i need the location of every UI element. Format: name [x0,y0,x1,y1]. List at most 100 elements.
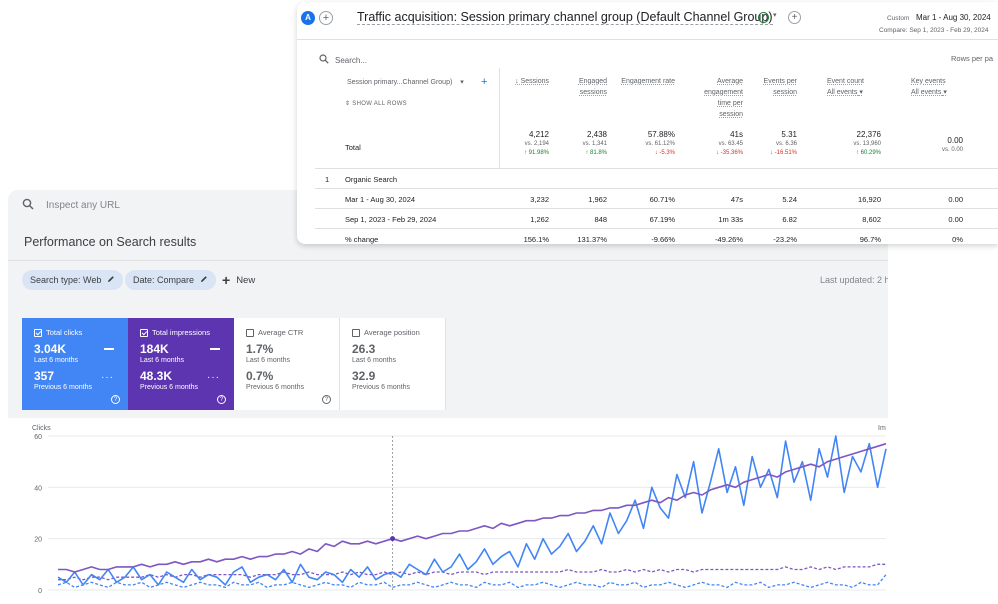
help-icon[interactable]: ? [322,395,331,404]
total-compare-value: vs. 61.12% [645,141,675,147]
events-per-session-column-header[interactable]: Events per session [763,78,797,96]
event-count-filter[interactable]: All events ▾ [827,87,875,98]
checkbox-checked-icon[interactable] [140,328,148,337]
key-events-label: Key events [911,78,946,85]
total-compare-value: vs. 6.36 [775,141,797,147]
search-type-filter-chip[interactable]: Search type: Web [22,270,124,290]
total-value: 0.00 [947,136,963,145]
total-value: 4,212 [528,130,549,139]
engaged-sessions-column-header[interactable]: Engaged sessions [578,78,607,96]
total-impressions-card[interactable]: Total impressions 184K Last 6 months 48.… [128,318,234,410]
caret-down-icon[interactable]: ▾ [773,12,777,19]
table-cell: 1,262 [530,215,549,224]
group-row[interactable]: 1 Organic Search [315,168,998,188]
table-row[interactable]: % change 156.1% 131.37% -9.66% -49.26% -23.2%… [315,228,998,244]
key-events-column-header[interactable]: Key events All events ▾ [897,76,959,98]
page-title: Performance on Search results [24,235,197,249]
chart-series [57,435,887,590]
report-title[interactable]: Traffic acquisition: Session primary cha… [357,10,773,25]
date-range-picker[interactable]: Mar 1 - Aug 30, 2024 [916,13,991,22]
total-change: ↓ -35.36% [715,150,743,156]
metric-cards: Total clicks 3.04K Last 6 months 357 Pre… [22,318,446,410]
table-row[interactable]: Mar 1 - Aug 30, 2024 3,232 1,962 60.71% 47s 5… [315,188,998,208]
total-cell: 57.88% vs. 61.12% ↓ -5.3% [605,130,675,156]
chart-grid: 60 40 20 0 [34,434,886,595]
average-ctr-card[interactable]: Average CTR 1.7% Last 6 months 0.7% Prev… [234,318,340,410]
key-events-filter[interactable]: All events ▾ [911,87,959,98]
inspect-url-search[interactable]: Inspect any URL [22,192,322,218]
checkbox-unchecked-icon[interactable] [352,328,360,337]
row-label: % change [345,235,379,244]
compare-range-text: Compare: Sep 1, 2023 - Feb 29, 2024 [879,27,989,34]
engagement-rate-column-header[interactable]: Engagement rate [621,78,675,85]
avg-engagement-time-column-header[interactable]: Average engagement time per session [704,78,743,118]
total-cell: 41s vs. 63.45 ↓ -35.36% [673,130,743,156]
table-cell: 8,602 [862,215,881,224]
card-value-previous: 0.7% [246,369,274,383]
help-icon[interactable]: ? [217,395,226,404]
caret-down-icon: ▾ [460,79,464,86]
total-cell: 5.31 vs. 6.36 ↓ -16.51% [727,130,797,156]
total-change: ↓ -5.3% [654,150,675,156]
search-type-label: Search type: Web [30,275,102,285]
total-change: ↓ -16.51% [769,150,797,156]
card-label: Total impressions [152,328,210,337]
average-position-card[interactable]: Average position 26.3 Last 6 months 32.9… [340,318,446,410]
add-report-button[interactable]: + [788,11,801,24]
add-comparison-button[interactable]: + [319,11,333,25]
card-period: Last 6 months [246,357,290,364]
show-all-rows-button[interactable]: ⇕ SHOW ALL ROWS [345,100,407,107]
search-console-panel: Inspect any URL Performance on Search re… [8,190,888,596]
date-filter-chip[interactable]: Date: Compare [125,270,217,290]
table-cell: -49.26% [715,235,743,244]
new-filter-button[interactable]: + New [222,272,255,288]
performance-chart[interactable]: Clicks Im 60 40 20 0 [8,418,888,596]
date-filter-label: Date: Compare [133,275,195,285]
total-value: 41s [730,130,743,139]
dimension-header-label: Session primary...Channel Group) [347,79,453,86]
dotted-line-legend-icon: ··· [101,372,114,383]
series-line-previous-clicks [57,574,887,589]
checkbox-unchecked-icon[interactable] [246,328,254,337]
y-tick-label: 60 [34,434,42,441]
event-count-filter-label: All events [827,89,858,96]
table-search-input[interactable]: Search... [319,54,367,66]
sessions-column-header[interactable]: ↓ Sessions [515,78,549,85]
custom-range-label: Custom [887,15,910,22]
add-dimension-button[interactable]: + [481,76,488,88]
table-cell: 96.7% [859,235,881,244]
table-cell: 16,920 [858,195,881,204]
column-divider [499,68,500,168]
caret-down-icon: ▾ [859,89,863,96]
series-line-total-impressions [58,442,887,573]
y-tick-label: 0 [38,588,42,595]
y2-axis-label: Im [878,425,886,432]
card-period: Last 6 months [140,357,184,364]
edit-icon [107,275,115,285]
check-circle-icon[interactable]: ✓ [758,12,769,23]
help-icon[interactable]: ? [111,395,120,404]
total-cell: 2,438 vs. 1,341 ↑ 81.8% [537,130,607,156]
card-value-previous: 357 [34,369,55,383]
total-cell: 22,376 vs. 13,960 ↑ 60.29% [811,130,881,156]
series-line-previous-impressions [58,563,886,581]
analytics-report-panel: A + Traffic acquisition: Session primary… [297,2,998,244]
table-row[interactable]: Sep 1, 2023 - Feb 29, 2024 1,262 848 67.19%… [315,208,998,228]
table-cell: 60.71% [649,195,675,204]
total-value: 5.31 [781,130,797,139]
comparison-avatar[interactable]: A [301,11,315,25]
row-number: 1 [325,175,330,184]
search-icon [22,198,38,213]
event-count-column-header[interactable]: Event count All events ▾ [815,76,875,98]
card-period-previous: Previous 6 months [140,384,198,391]
dimension-column-header[interactable]: Session primary...Channel Group) ▾ [347,78,464,86]
report-header: A + Traffic acquisition: Session primary… [297,2,998,40]
table-cell: 1,962 [588,195,607,204]
card-value-previous: 32.9 [352,369,376,383]
card-label: Average position [364,328,420,337]
y-tick-label: 40 [34,485,42,492]
checkbox-checked-icon[interactable] [34,328,42,337]
card-value: 1.7% [246,342,274,356]
rows-per-page-label[interactable]: Rows per pa [951,54,994,63]
total-clicks-card[interactable]: Total clicks 3.04K Last 6 months 357 Pre… [22,318,128,410]
